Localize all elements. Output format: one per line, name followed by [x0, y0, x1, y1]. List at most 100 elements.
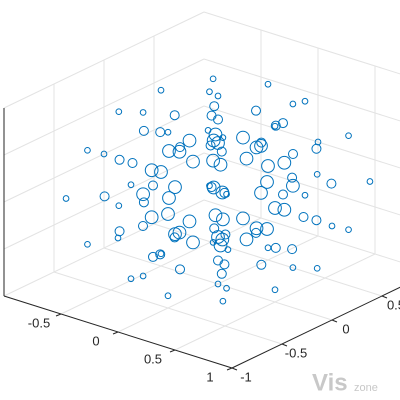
- grid-line: [103, 247, 333, 321]
- point: [162, 144, 176, 158]
- point: [115, 108, 123, 116]
- point: [287, 172, 298, 183]
- point: [256, 137, 267, 148]
- point: [206, 180, 221, 195]
- grid-line: [231, 286, 400, 369]
- point: [287, 244, 298, 255]
- point: [220, 229, 231, 240]
- grid-line: [53, 271, 283, 345]
- point: [345, 226, 352, 234]
- x-tick-label: -0.5: [28, 315, 50, 330]
- tick-mark: [226, 367, 233, 371]
- point: [268, 201, 282, 215]
- point: [216, 212, 230, 227]
- point: [154, 165, 168, 179]
- y-tick-label: -1: [240, 369, 252, 384]
- point: [209, 101, 220, 112]
- point: [127, 158, 138, 168]
- point: [216, 146, 227, 157]
- x-tick-label: 1: [206, 369, 213, 384]
- point: [161, 207, 175, 221]
- point: [289, 264, 297, 271]
- grid-line: [203, 58, 400, 122]
- point: [169, 232, 180, 243]
- point: [313, 264, 321, 272]
- point: [114, 226, 125, 237]
- point: [328, 222, 336, 230]
- point: [278, 118, 288, 129]
- point: [100, 150, 108, 158]
- point: [62, 195, 70, 202]
- point: [213, 157, 228, 172]
- point: [144, 163, 159, 178]
- grid-line: [3, 11, 205, 109]
- grid-line: [3, 105, 205, 203]
- point: [345, 132, 352, 140]
- point: [251, 105, 261, 116]
- tick-mark: [55, 313, 62, 317]
- point: [182, 214, 197, 229]
- point: [84, 240, 91, 248]
- point: [211, 136, 225, 150]
- point: [271, 286, 279, 294]
- grid-line: [3, 199, 205, 297]
- tick-mark: [112, 331, 119, 335]
- point: [366, 178, 374, 185]
- point: [157, 250, 165, 258]
- point: [206, 88, 213, 96]
- point: [84, 146, 91, 154]
- point: [127, 181, 135, 189]
- point: [136, 187, 150, 202]
- point: [260, 175, 274, 189]
- point: [162, 191, 176, 205]
- point: [249, 140, 264, 155]
- watermark-brand: Vis: [312, 369, 348, 396]
- point: [288, 149, 298, 159]
- point: [213, 238, 228, 253]
- point: [144, 210, 159, 225]
- point: [264, 80, 272, 88]
- point: [213, 114, 223, 125]
- point: [223, 284, 230, 292]
- point: [168, 227, 182, 242]
- point: [278, 189, 288, 200]
- grid-line: [203, 105, 400, 169]
- tick-mark: [169, 349, 176, 353]
- grid-line: [203, 152, 400, 216]
- point: [264, 244, 272, 252]
- point: [209, 75, 217, 83]
- point: [157, 86, 165, 94]
- point: [326, 178, 337, 189]
- point: [139, 272, 147, 280]
- point: [169, 110, 180, 121]
- point: [219, 134, 227, 141]
- point: [205, 140, 216, 151]
- point: [168, 180, 182, 195]
- point: [215, 232, 230, 247]
- y-tick-label: 0: [342, 321, 349, 336]
- point: [206, 133, 221, 148]
- point: [186, 235, 200, 250]
- plot-area: [62, 75, 374, 305]
- point: [286, 178, 300, 193]
- point: [172, 144, 187, 159]
- point: [155, 127, 166, 138]
- point: [260, 222, 274, 236]
- point: [236, 211, 250, 226]
- grid-line: [203, 11, 400, 75]
- point: [271, 122, 279, 130]
- point: [115, 202, 123, 210]
- tick-mark: [231, 367, 238, 371]
- point: [261, 159, 275, 173]
- point: [99, 191, 110, 202]
- point: [216, 268, 227, 279]
- point: [208, 208, 223, 223]
- point: [139, 109, 147, 116]
- point: [236, 130, 250, 145]
- x-tick-label: 0: [92, 333, 99, 348]
- point: [148, 180, 158, 191]
- grid-line: [203, 199, 400, 263]
- point: [138, 125, 149, 136]
- y-tick-label: -0.5: [285, 345, 307, 360]
- axis-line: [231, 286, 400, 369]
